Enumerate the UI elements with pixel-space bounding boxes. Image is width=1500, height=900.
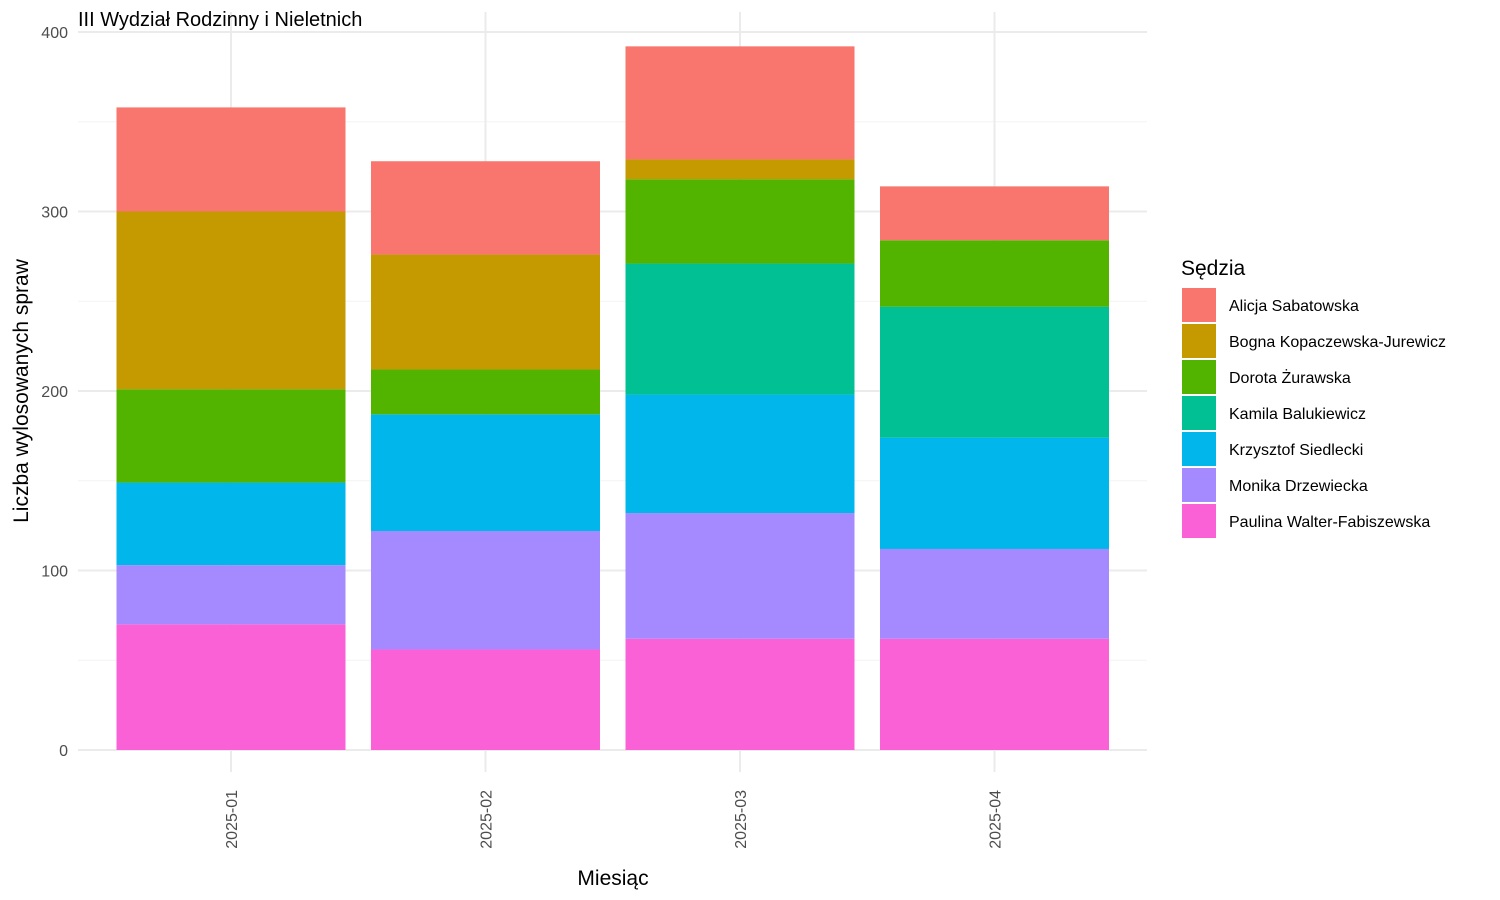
x-axis-title: Miesiąc xyxy=(577,867,648,890)
bar-segment xyxy=(371,414,600,532)
legend-swatch xyxy=(1182,396,1216,430)
y-tick-label: 200 xyxy=(41,384,68,401)
legend-swatch xyxy=(1182,360,1216,394)
legend-label: Paulina Walter-Fabiszewska xyxy=(1229,514,1430,531)
bar-segment xyxy=(880,638,1109,750)
legend-swatch xyxy=(1182,504,1216,538)
y-tick-label: 100 xyxy=(41,564,68,581)
bar-segment xyxy=(625,159,855,180)
bar-segment xyxy=(116,624,346,750)
bar-segment xyxy=(371,649,600,750)
bar-segment xyxy=(625,46,855,160)
bar-segment xyxy=(880,240,1109,307)
legend-label: Bogna Kopaczewska-Jurewicz xyxy=(1229,334,1446,351)
legend-label: Dorota Żurawska xyxy=(1229,368,1351,387)
y-axis-title: Liczba wylosowanych spraw xyxy=(10,258,33,523)
bar-segment xyxy=(116,565,346,625)
legend-title: Sędzia xyxy=(1181,257,1246,280)
bar-segment xyxy=(880,186,1109,241)
chart-title: III Wydział Rodzinny i Nieletnich xyxy=(78,9,362,31)
legend-items: Alicja Sabatowska Bogna Kopaczewska-Jurew… xyxy=(1182,288,1446,538)
bar-segment xyxy=(880,437,1109,549)
bar-segment xyxy=(625,263,855,395)
legend-swatch xyxy=(1182,324,1216,358)
x-tick-label: 2025-04 xyxy=(988,790,1005,849)
legend-swatch xyxy=(1182,288,1216,322)
y-tick-label: 400 xyxy=(41,25,68,42)
bar-segment xyxy=(116,211,346,390)
bar-segment xyxy=(625,513,855,639)
legend-label: Kamila Balukiewicz xyxy=(1229,406,1366,423)
bar-segment xyxy=(880,548,1109,639)
bar-segment xyxy=(371,369,600,415)
legend-swatch xyxy=(1182,468,1216,502)
bar-segment xyxy=(116,107,346,212)
legend-swatch xyxy=(1182,432,1216,466)
bar-segment xyxy=(371,254,600,370)
x-tick-label: 2025-03 xyxy=(733,790,750,849)
y-axis-ticks: 0 100 200 300 400 xyxy=(41,25,68,760)
legend-label: Monika Drzewiecka xyxy=(1229,478,1368,495)
bar-segment xyxy=(625,179,855,264)
bar-segment xyxy=(625,394,855,514)
bar-segment xyxy=(880,306,1109,438)
bar-segment xyxy=(116,389,346,483)
bars xyxy=(116,46,1109,750)
bar-segment xyxy=(371,531,600,650)
legend-label: Krzysztof Siedlecki xyxy=(1229,442,1363,459)
y-tick-label: 0 xyxy=(59,743,68,760)
x-axis-ticks: 2025-01 2025-02 2025-03 2025-04 xyxy=(224,790,1005,849)
y-tick-label: 300 xyxy=(41,205,68,222)
x-tick-label: 2025-02 xyxy=(479,790,496,849)
legend: Sędzia Alicja Sabatowska Bogna Kopaczewsk… xyxy=(1181,257,1446,538)
bar-segment xyxy=(371,161,600,255)
bar-segment xyxy=(116,482,346,566)
x-tick-label: 2025-01 xyxy=(224,790,241,849)
legend-label: Alicja Sabatowska xyxy=(1229,298,1359,315)
bar-segment xyxy=(625,638,855,750)
